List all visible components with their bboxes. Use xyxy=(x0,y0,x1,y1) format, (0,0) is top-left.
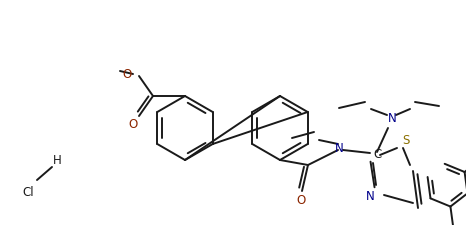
Text: O: O xyxy=(296,194,306,207)
Text: H: H xyxy=(53,155,62,167)
Text: O: O xyxy=(128,119,137,131)
Text: Cl: Cl xyxy=(22,187,34,200)
Text: O: O xyxy=(123,68,132,81)
Text: C: C xyxy=(373,148,381,160)
Text: S: S xyxy=(402,135,410,148)
Text: N: N xyxy=(335,142,343,155)
Text: N: N xyxy=(388,112,397,124)
Text: N: N xyxy=(366,191,374,203)
